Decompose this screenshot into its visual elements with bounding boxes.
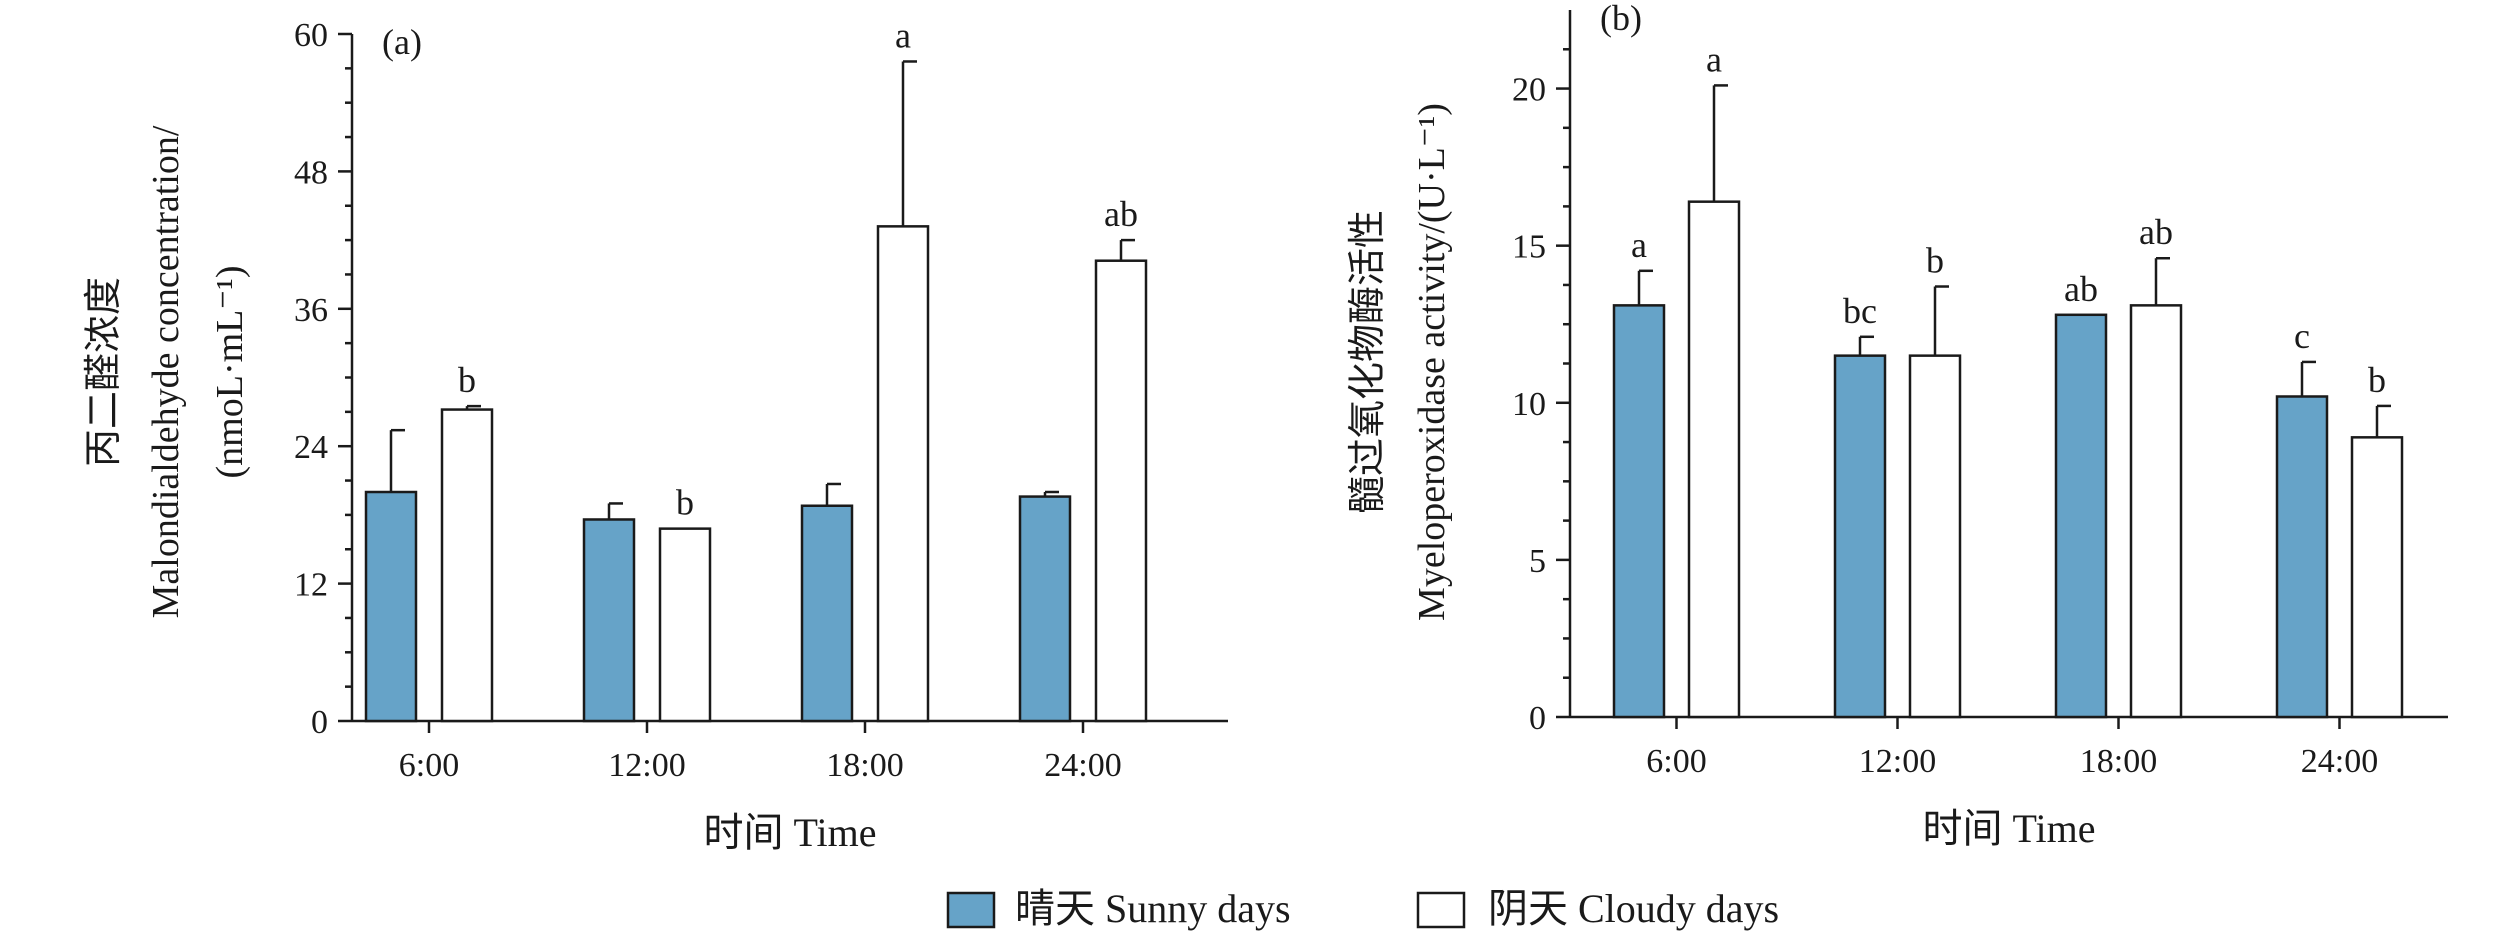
y-axis-title-line: Malondialdehyde concentration/ bbox=[145, 125, 187, 618]
legend-swatch-sunny bbox=[946, 891, 996, 929]
y-tick-label: 0 bbox=[1529, 700, 1546, 737]
x-tick-label: 18:00 bbox=[826, 747, 903, 784]
y-axis-title-line: 丙二醛浓度 bbox=[83, 277, 125, 467]
bar-sunny bbox=[2054, 313, 2108, 719]
y-axis-title-line: (nmoL·mL⁻¹) bbox=[209, 266, 251, 479]
legend: 晴天 Sunny days 阴天 Cloudy days bbox=[946, 886, 1779, 931]
bar-cloudy bbox=[440, 408, 494, 723]
significance-label: ab bbox=[2064, 269, 2098, 309]
legend-label-cloudy: 阴天 Cloudy days bbox=[1488, 886, 1779, 931]
significance-label: b bbox=[676, 483, 694, 523]
y-axis-title-line: Myeloperoxidase activity/(U·L⁻¹) bbox=[1411, 103, 1453, 621]
x-tick-label: 18:00 bbox=[2080, 743, 2157, 780]
bar-cloudy bbox=[1687, 200, 1741, 719]
y-tick-label: 0 bbox=[311, 704, 328, 741]
bar-cloudy bbox=[1094, 259, 1148, 723]
bar-cloudy bbox=[2350, 436, 2404, 719]
panel-a-chart: 0 12 24 36 48 60 (a) 6:00 12:00 18:00 24:00 b b a ab 时间… bbox=[83, 15, 1228, 855]
significance-label: bc bbox=[1843, 291, 1877, 331]
x-tick-label: 12:00 bbox=[608, 747, 685, 784]
y-tick-label: 20 bbox=[1512, 72, 1546, 109]
bar-cloudy bbox=[876, 225, 930, 723]
significance-label: b bbox=[1926, 241, 1944, 281]
bar-sunny bbox=[582, 518, 636, 723]
bar-cloudy bbox=[1908, 354, 1962, 719]
y-axis-title-line: 髓过氧化物酶活性 bbox=[1347, 210, 1389, 514]
x-tick-label: 24:00 bbox=[1044, 747, 1121, 784]
bar-sunny bbox=[1612, 304, 1666, 719]
panel-label: (a) bbox=[382, 22, 422, 62]
y-tick-label: 60 bbox=[294, 17, 328, 54]
y-tick-label: 48 bbox=[294, 154, 328, 191]
x-axis-title: 时间 Time bbox=[1922, 806, 2095, 851]
x-tick-label: 24:00 bbox=[2301, 743, 2378, 780]
x-tick-label: 6:00 bbox=[399, 747, 459, 784]
significance-label: ab bbox=[1104, 194, 1138, 234]
bar-cloudy bbox=[2129, 304, 2183, 719]
y-tick-label: 24 bbox=[294, 429, 328, 466]
y-tick-label: 5 bbox=[1529, 543, 1546, 580]
panel-label: (b) bbox=[1600, 0, 1642, 38]
y-tick-label: 36 bbox=[294, 292, 328, 329]
y-tick-label: 10 bbox=[1512, 386, 1546, 423]
legend-label-sunny: 晴天 Sunny days bbox=[1015, 886, 1291, 931]
y-tick-label: 15 bbox=[1512, 229, 1546, 266]
significance-label: a bbox=[1706, 39, 1722, 79]
x-axis-title: 时间 Time bbox=[703, 810, 876, 855]
bar-sunny bbox=[1018, 495, 1072, 723]
significance-label: b bbox=[458, 360, 476, 400]
legend-swatch-cloudy bbox=[1416, 891, 1466, 929]
bar-sunny bbox=[2275, 395, 2329, 719]
bar-sunny bbox=[800, 504, 854, 723]
significance-label: a bbox=[1631, 225, 1647, 265]
bar-sunny bbox=[364, 490, 418, 723]
significance-label: a bbox=[895, 15, 911, 55]
y-tick-label: 12 bbox=[294, 567, 328, 604]
significance-label: ab bbox=[2139, 212, 2173, 252]
significance-label: c bbox=[2294, 316, 2310, 356]
significance-label: b bbox=[2368, 360, 2386, 400]
bar-cloudy bbox=[658, 527, 712, 723]
x-tick-label: 6:00 bbox=[1646, 743, 1706, 780]
bar-sunny bbox=[1833, 354, 1887, 719]
x-tick-label: 12:00 bbox=[1859, 743, 1936, 780]
